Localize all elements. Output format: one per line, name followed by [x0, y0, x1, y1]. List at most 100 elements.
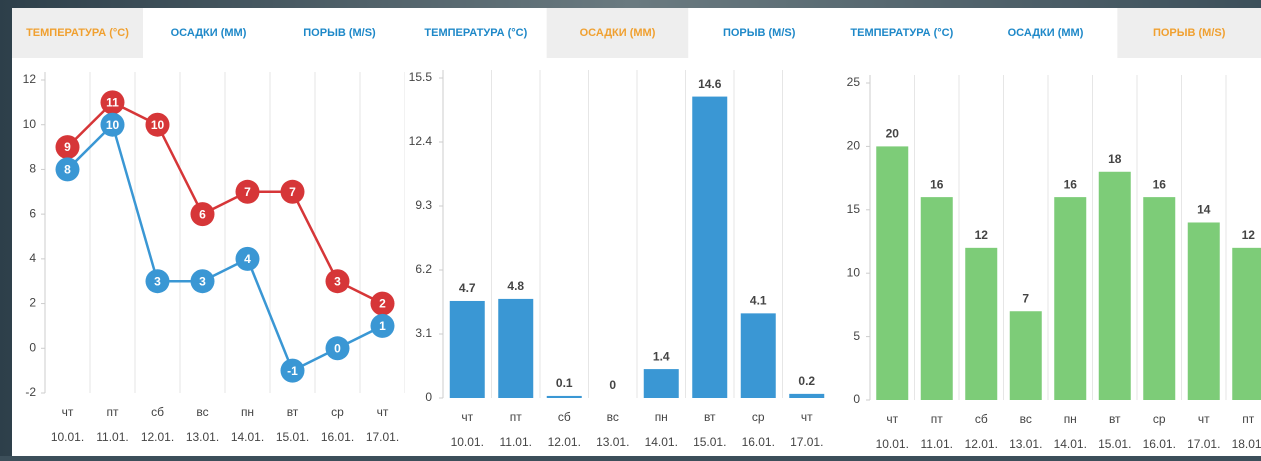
x-tick-label: чт: [377, 405, 389, 419]
y-tick-label: 12.4: [409, 134, 433, 148]
bar: [1054, 197, 1086, 400]
bar: [1188, 222, 1220, 400]
x-tick-label: ср: [331, 405, 344, 419]
x-date-label: 18.01.: [1232, 437, 1261, 451]
value-label: 16: [1064, 177, 1078, 191]
x-tick-label: вт: [287, 405, 299, 419]
bar: [789, 394, 824, 398]
x-tick-label: пт: [931, 412, 943, 426]
point-label: -1: [287, 364, 298, 378]
point-label: 3: [199, 274, 206, 288]
tab-label: ОСАДКИ (MM): [580, 27, 656, 39]
y-tick-label: 10: [23, 117, 37, 131]
value-label: 20: [886, 127, 900, 141]
page: ТЕМПЕРАТУРА (°С)ОСАДКИ (MM)ПОРЫВ (M/S)-2…: [0, 0, 1261, 456]
bar: [1232, 248, 1261, 400]
y-tick-label: 6: [29, 206, 36, 220]
x-date-label: 10.01.: [451, 435, 484, 449]
y-tick-label: 4: [29, 251, 36, 265]
bar: [692, 97, 727, 398]
x-tick-label: сб: [975, 412, 988, 426]
value-label: 14: [1197, 203, 1211, 217]
x-date-label: 11.01.: [96, 430, 128, 444]
value-label: 0.2: [798, 374, 815, 388]
y-tick-label: 6.2: [415, 262, 432, 276]
bar: [498, 299, 533, 398]
x-date-label: 17.01.: [1187, 437, 1220, 451]
value-label: 0.1: [556, 376, 573, 390]
x-tick-label: вт: [1109, 412, 1121, 426]
x-date-label: 13.01.: [596, 435, 629, 449]
value-label: 4.1: [750, 294, 767, 308]
bar: [1143, 197, 1175, 400]
x-tick-label: чт: [461, 410, 473, 424]
x-tick-label: чт: [886, 412, 898, 426]
chart-panel: ТЕМПЕРАТУРА (°С)ОСАДКИ (MM)ПОРЫВ (M/S)05…: [830, 8, 1261, 456]
value-label: 16: [1153, 177, 1167, 191]
value-label: 14.6: [698, 77, 722, 91]
x-tick-label: пт: [107, 405, 119, 419]
panel-bg: [12, 8, 405, 456]
y-tick-label: 0: [29, 340, 36, 354]
bar: [450, 301, 485, 398]
x-date-label: 16.01.: [1143, 437, 1176, 451]
x-date-label: 12.01.: [965, 437, 998, 451]
value-label: 4.8: [507, 279, 524, 293]
x-date-label: 16.01.: [321, 430, 354, 444]
point-label: 11: [106, 96, 119, 110]
value-label: 7: [1022, 291, 1029, 305]
point-label: 10: [151, 118, 165, 132]
x-tick-label: чт: [62, 405, 74, 419]
value-label: 1.4: [653, 349, 670, 363]
x-date-label: 12.01.: [548, 435, 581, 449]
x-tick-label: вт: [704, 410, 716, 424]
x-date-label: 10.01.: [51, 430, 84, 444]
x-date-label: 10.01.: [876, 437, 909, 451]
x-date-label: 14.01.: [231, 430, 264, 444]
point-label: 6: [199, 207, 206, 221]
value-label: 12: [1242, 228, 1256, 242]
x-tick-label: чт: [1198, 412, 1210, 426]
chart-panel: ТЕМПЕРАТУРА (°С)ОСАДКИ (MM)ПОРЫВ (M/S)-2…: [12, 8, 405, 456]
value-label: 4.7: [459, 281, 476, 295]
x-date-label: 14.01.: [1054, 437, 1087, 451]
point-label: 1: [379, 319, 386, 333]
bar: [547, 396, 582, 398]
tab-label: ОСАДКИ (MM): [1008, 27, 1084, 39]
x-date-label: 15.01.: [276, 430, 309, 444]
chart-panel: ТЕМПЕРАТУРА (°С)ОСАДКИ (MM)ПОРЫВ (M/S)03…: [405, 8, 831, 456]
x-date-label: 12.01.: [141, 430, 174, 444]
point-label: 8: [64, 163, 71, 177]
bar: [644, 369, 679, 398]
point-label: 9: [64, 140, 71, 154]
x-tick-label: чт: [801, 410, 813, 424]
y-tick-label: -2: [25, 385, 36, 399]
x-tick-label: пн: [1064, 412, 1077, 426]
tab-label: ОСАДКИ (MM): [171, 27, 247, 39]
x-date-label: 14.01.: [645, 435, 678, 449]
x-date-label: 16.01.: [742, 435, 775, 449]
x-tick-label: пт: [1242, 412, 1254, 426]
point-label: 3: [154, 274, 161, 288]
point-label: 4: [244, 252, 251, 266]
y-tick-label: 20: [847, 139, 861, 153]
y-tick-label: 0: [425, 390, 432, 404]
y-tick-label: 25: [847, 75, 861, 89]
value-label: 12: [975, 228, 989, 242]
y-tick-label: 12: [23, 72, 37, 86]
y-tick-label: 10: [847, 265, 861, 279]
point-label: 2: [379, 297, 386, 311]
y-tick-label: 0: [853, 392, 860, 406]
x-tick-label: пт: [510, 410, 522, 424]
bar: [965, 248, 997, 400]
x-tick-label: вс: [1020, 412, 1032, 426]
y-tick-label: 2: [29, 296, 36, 310]
y-tick-label: 5: [853, 329, 860, 343]
x-date-label: 15.01.: [1098, 437, 1131, 451]
y-tick-label: 9.3: [415, 198, 432, 212]
x-tick-label: сб: [151, 405, 164, 419]
x-tick-label: ср: [752, 410, 765, 424]
y-tick-label: 3.1: [415, 326, 432, 340]
bar: [1010, 311, 1042, 400]
x-tick-label: сб: [558, 410, 571, 424]
